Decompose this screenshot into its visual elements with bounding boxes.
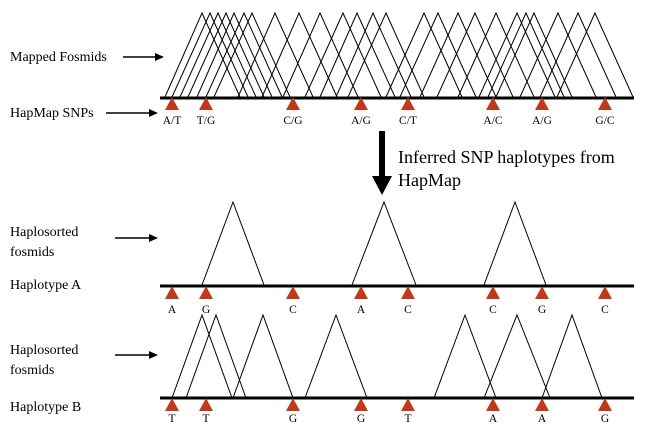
haplotype-a-markers [165, 286, 612, 299]
snp-allele: A/C [483, 115, 503, 127]
haplosorted-b-label-line1: Haplosorted [10, 343, 78, 358]
hapmap-snps-label: HapMap SNPs [10, 106, 94, 121]
snp-marker [165, 398, 179, 411]
arrow-head-icon [149, 351, 158, 359]
haplotype-a-allele: C [289, 304, 297, 316]
snp-marker [486, 286, 500, 299]
snp-marker [598, 286, 612, 299]
haplotype-b-allele: A [489, 413, 498, 424]
snp-marker [401, 398, 415, 411]
snp-allele: C/G [283, 115, 302, 127]
haplotype-b-alleles: T T G G T A A G [168, 413, 609, 424]
arrow-head-icon [149, 234, 158, 242]
mapped-fosmids-triangles [164, 11, 634, 98]
snp-allele: A/T [163, 115, 182, 127]
haplotype-a-label: Haplotype A [10, 278, 82, 293]
snp-allele: T/G [197, 115, 216, 127]
haplotype-b-label: Haplotype B [10, 400, 81, 415]
down-arrow-icon [372, 176, 392, 195]
inferred-caption-line2: HapMap [398, 170, 461, 190]
haplotype-a-allele: C [404, 304, 412, 316]
haplotype-b-markers [165, 398, 612, 411]
haplotype-b-allele: T [404, 413, 411, 424]
haplotype-b-fosmids [171, 313, 603, 399]
snp-marker [401, 286, 415, 299]
snp-marker [286, 97, 300, 110]
haplotype-a-allele: A [168, 304, 177, 316]
snp-marker [165, 97, 179, 110]
haplotype-a-allele: C [601, 304, 609, 316]
haplotype-a-alleles: A G C A C C G C [168, 304, 609, 316]
haplotype-b-allele: T [168, 413, 175, 424]
snp-allele: A/G [532, 115, 552, 127]
haplosorted-b-label-line2: fosmids [10, 363, 54, 378]
hapmap-snp-markers [165, 97, 612, 110]
snp-marker [354, 286, 368, 299]
snp-marker [199, 286, 213, 299]
snp-marker [165, 286, 179, 299]
snp-marker [354, 97, 368, 110]
snp-marker [486, 97, 500, 110]
haplotype-a-allele: G [538, 304, 546, 316]
snp-marker [401, 97, 415, 110]
snp-marker [535, 286, 549, 299]
hapmap-snp-alleles: A/T T/G C/G A/G C/T A/C A/G G/C [163, 115, 615, 127]
haplotype-b-allele: G [289, 413, 297, 424]
haplotype-b-allele: G [601, 413, 609, 424]
haplotype-a-allele: G [202, 304, 210, 316]
haplosorted-a-label-line1: Haplosorted [10, 225, 78, 240]
haplotype-a-allele: A [357, 304, 366, 316]
snp-marker [486, 398, 500, 411]
snp-allele: C/T [399, 115, 417, 127]
arrow-head-icon [149, 109, 158, 117]
haplotype-b-allele: T [202, 413, 209, 424]
haplotype-a-fosmids [201, 200, 547, 286]
snp-allele: G/C [595, 115, 615, 127]
haplosorted-a-label-line2: fosmids [10, 245, 54, 260]
snp-marker [535, 97, 549, 110]
mapped-fosmids-label: Mapped Fosmids [10, 50, 107, 65]
arrow-head-icon [155, 53, 164, 61]
haplotype-b-allele: G [357, 413, 365, 424]
snp-marker [199, 398, 213, 411]
snp-marker [286, 398, 300, 411]
snp-marker [598, 398, 612, 411]
inferred-caption-line1: Inferred SNP haplotypes from [398, 147, 615, 167]
haplotype-a-allele: C [489, 304, 497, 316]
snp-marker [598, 97, 612, 110]
snp-marker [286, 286, 300, 299]
snp-marker [199, 97, 213, 110]
inference-arrow [379, 131, 385, 177]
haplotype-b-allele: A [538, 413, 547, 424]
snp-allele: A/G [351, 115, 371, 127]
snp-marker [354, 398, 368, 411]
snp-marker [535, 398, 549, 411]
